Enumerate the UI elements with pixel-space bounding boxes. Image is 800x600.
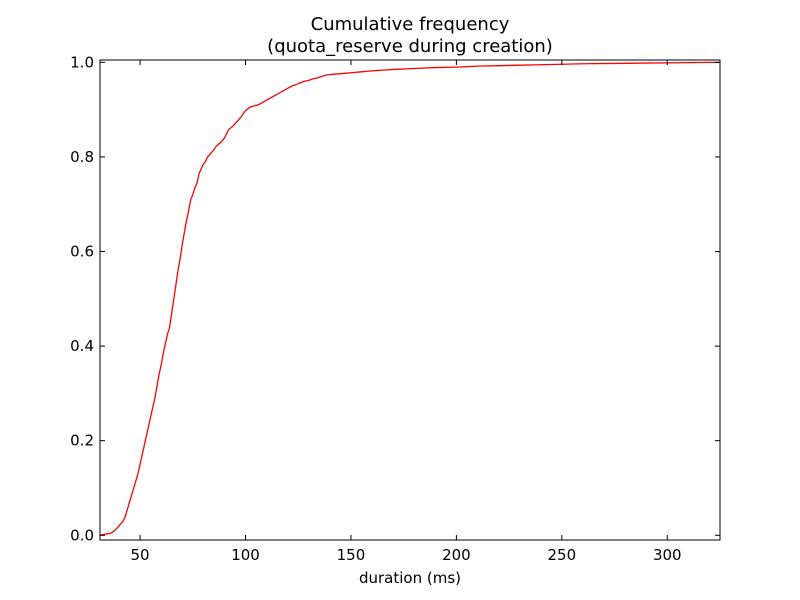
x-axis-label: duration (ms) bbox=[359, 569, 461, 587]
y-tick-label: 0.0 bbox=[70, 526, 94, 544]
y-tick-label: 1.0 bbox=[70, 53, 94, 71]
y-tick-label: 0.4 bbox=[70, 337, 94, 355]
chart-title: Cumulative frequency bbox=[311, 14, 510, 35]
x-tick-label: 50 bbox=[131, 546, 150, 564]
y-tick-label: 0.6 bbox=[70, 243, 94, 261]
x-tick-label: 100 bbox=[231, 546, 260, 564]
x-tick-label: 150 bbox=[337, 546, 366, 564]
plot-area bbox=[99, 61, 720, 536]
x-tick-label: 250 bbox=[548, 546, 577, 564]
x-tick-label: 300 bbox=[653, 546, 682, 564]
plot-frame bbox=[99, 59, 721, 541]
x-tick-label: 200 bbox=[442, 546, 471, 564]
series-line-0 bbox=[99, 61, 720, 536]
y-tick-label: 0.2 bbox=[70, 432, 94, 450]
axis-ticks: 50 100 150 200 250 300 0.0 0.2 0.4 0.6 0.8 1.0 bbox=[70, 53, 720, 564]
y-tick-label: 0.8 bbox=[70, 148, 94, 166]
chart-subtitle: (quota_reserve during creation) bbox=[267, 36, 553, 57]
